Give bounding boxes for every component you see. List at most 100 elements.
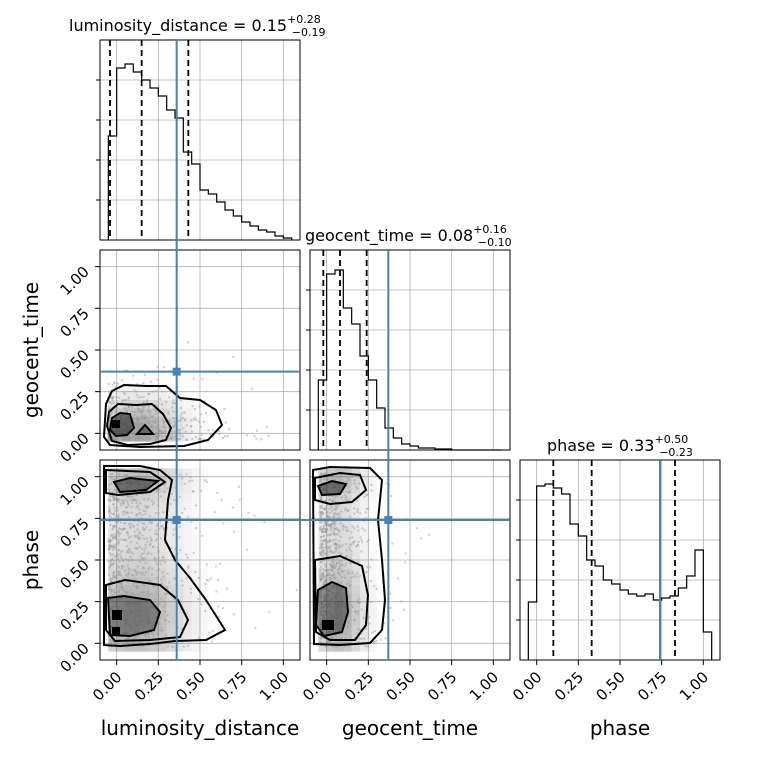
sample-point <box>144 634 147 637</box>
sample-point <box>126 549 129 553</box>
sample-point <box>161 629 164 632</box>
sample-point <box>138 532 141 536</box>
sample-point <box>327 600 331 603</box>
sample-point <box>332 636 335 640</box>
sample-point <box>116 555 120 558</box>
sample-point <box>335 527 338 530</box>
sample-point <box>338 572 341 575</box>
sample-point <box>122 429 125 433</box>
sample-point <box>119 582 122 585</box>
sample-point <box>128 547 131 551</box>
sample-point <box>107 560 110 563</box>
density-cell <box>335 593 344 602</box>
sample-point <box>327 600 330 604</box>
sample-point <box>144 512 147 516</box>
sample-point <box>162 431 165 434</box>
sample-point <box>130 410 133 413</box>
sample-point <box>127 551 131 554</box>
density-cell <box>125 476 134 485</box>
sample-point <box>321 575 324 578</box>
scatter-panel-geocent-vs-luminosity <box>99 249 301 451</box>
sample-point <box>138 424 141 427</box>
sample-point <box>344 542 348 546</box>
density-cell <box>125 626 134 635</box>
sample-point <box>320 560 323 563</box>
sample-point <box>107 436 111 439</box>
sample-point <box>112 437 116 440</box>
sample-point <box>137 423 140 426</box>
sample-point <box>112 512 115 516</box>
sample-point <box>132 411 136 414</box>
sample-point <box>203 609 207 613</box>
sample-point <box>334 634 338 637</box>
sample-point <box>318 546 322 550</box>
sample-point <box>119 504 123 507</box>
sample-point <box>155 610 159 613</box>
sample-point <box>323 538 326 541</box>
sample-point <box>112 498 116 502</box>
sample-point <box>156 523 160 526</box>
sample-point <box>116 500 120 503</box>
sample-point <box>108 489 111 492</box>
sample-point <box>170 546 173 550</box>
sample-point <box>164 425 167 429</box>
sample-point <box>254 626 257 630</box>
sample-point <box>322 616 326 620</box>
sample-point <box>116 432 120 436</box>
sample-point <box>319 497 323 500</box>
sample-point <box>179 417 183 421</box>
sample-point <box>109 608 113 611</box>
sample-point <box>337 588 341 592</box>
sample-point <box>127 406 130 409</box>
sample-point <box>172 436 175 439</box>
y-tick-label: 0.00 <box>56 639 92 675</box>
density-cell <box>166 468 175 477</box>
density-cell <box>166 635 175 644</box>
sample-point <box>332 507 335 511</box>
sample-point <box>156 546 160 549</box>
sample-point <box>107 588 111 591</box>
sample-point <box>340 510 343 513</box>
sample-point <box>319 516 323 519</box>
sample-point <box>159 563 162 566</box>
sample-point <box>221 607 225 610</box>
density-cell <box>133 391 142 400</box>
sample-point <box>120 583 123 586</box>
sample-point <box>133 388 136 392</box>
x-tick-label: 0.75 <box>634 668 670 704</box>
density-cell <box>200 618 208 626</box>
sample-point <box>151 435 155 438</box>
sample-point <box>116 549 120 552</box>
sample-point <box>322 551 326 554</box>
sample-point <box>118 431 122 434</box>
xlabel-luminosity-distance: luminosity_distance <box>101 716 300 740</box>
sample-point <box>320 544 323 548</box>
ylabel-geocent-time: geocent_time <box>19 282 43 418</box>
sample-point <box>427 533 431 536</box>
sample-point <box>134 625 138 628</box>
density-cell <box>150 543 159 552</box>
sample-point <box>343 493 347 497</box>
x-tick-label: 0.50 <box>592 668 628 704</box>
sample-point <box>114 477 117 481</box>
sample-point <box>319 495 323 499</box>
sample-point <box>151 605 155 608</box>
density-cell <box>343 526 352 535</box>
sample-point <box>136 418 140 421</box>
sample-point <box>113 417 117 420</box>
density-cell <box>150 400 159 409</box>
sample-point <box>110 589 114 592</box>
density-cell <box>116 601 125 610</box>
sample-point <box>167 412 170 416</box>
sample-point <box>346 529 350 532</box>
sample-point <box>124 610 127 613</box>
sample-point <box>191 437 194 441</box>
density-cell <box>183 585 192 594</box>
sample-point <box>108 551 112 555</box>
sample-point <box>121 611 124 614</box>
sample-point <box>185 438 188 442</box>
sample-point <box>194 504 198 507</box>
sample-point <box>128 494 131 498</box>
sample-point <box>118 396 121 400</box>
